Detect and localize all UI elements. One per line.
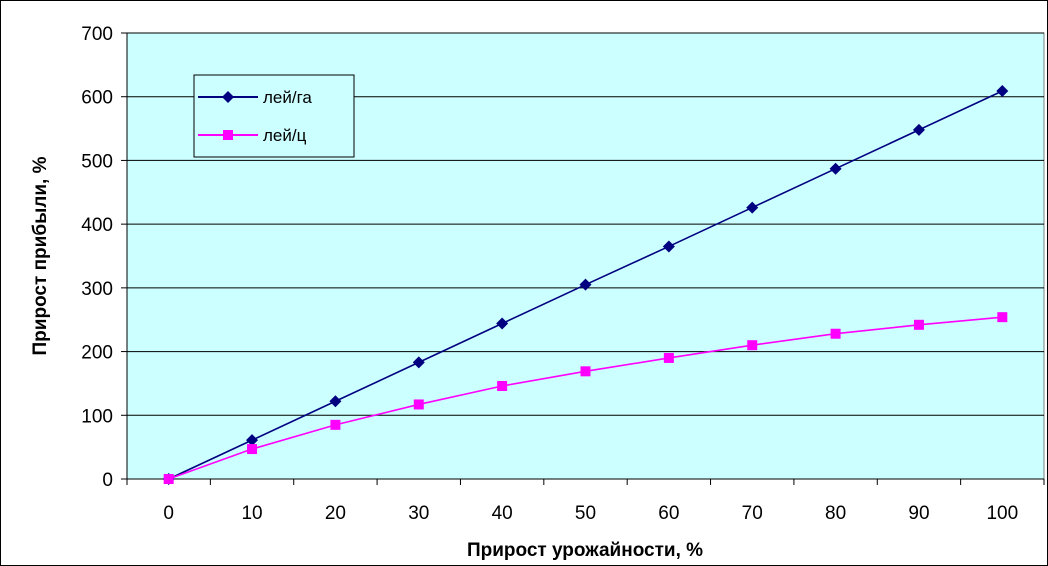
series-1-point-5 bbox=[579, 278, 592, 291]
series-2-point-2 bbox=[330, 419, 341, 430]
x-tick-label-9: 90 bbox=[908, 503, 929, 524]
y-tick-label-1: 100 bbox=[81, 406, 113, 427]
x-tick-label-5: 50 bbox=[575, 503, 596, 524]
legend-label-series-1: лей/га bbox=[263, 88, 312, 107]
series-1-point-3 bbox=[412, 356, 425, 369]
legend-label-series-2: лей/ц bbox=[263, 126, 307, 145]
x-tick-label-2: 20 bbox=[325, 503, 346, 524]
x-tick-label-0: 0 bbox=[163, 503, 174, 524]
series-layer bbox=[162, 84, 1009, 485]
x-tick-label-3: 30 bbox=[408, 503, 429, 524]
x-tick-label-7: 70 bbox=[742, 503, 763, 524]
y-tick-label-5: 500 bbox=[81, 151, 113, 172]
series-2-point-5 bbox=[580, 366, 591, 377]
series-2-point-6 bbox=[663, 352, 674, 363]
x-tick-label-10: 100 bbox=[986, 503, 1018, 524]
y-tick-label-6: 600 bbox=[81, 88, 113, 109]
legend-box bbox=[193, 74, 355, 158]
series-2-point-1 bbox=[247, 444, 258, 455]
x-tick-label-8: 80 bbox=[825, 503, 846, 524]
y-axis-title: Прирост прибыли, % bbox=[30, 156, 51, 355]
series-1-point-1 bbox=[246, 434, 259, 447]
series-1-point-9 bbox=[912, 123, 925, 136]
x-tick-label-1: 10 bbox=[241, 503, 262, 524]
y-tick-label-7: 700 bbox=[81, 24, 113, 45]
series-2-point-8 bbox=[830, 328, 841, 339]
series-2-point-4 bbox=[497, 380, 508, 391]
series-2-point-0 bbox=[163, 474, 174, 484]
series-1-point-10 bbox=[996, 84, 1009, 97]
tick-labels: 0 100 200 300 400 500 600 700 0 10 20 30 40 50 60 70 80 9… bbox=[81, 24, 1018, 524]
x-tick-label-6: 60 bbox=[658, 503, 679, 524]
series-2-point-9 bbox=[913, 319, 924, 330]
x-axis-title: Прирост урожайности, % bbox=[467, 540, 703, 561]
series-1-point-6 bbox=[662, 240, 675, 253]
axes bbox=[121, 32, 1045, 485]
y-tick-label-4: 400 bbox=[81, 215, 113, 236]
series-2-point-7 bbox=[747, 340, 758, 351]
series-2-point-10 bbox=[997, 312, 1008, 323]
legend-marker-series-1 bbox=[222, 91, 234, 103]
y-tick-label-3: 300 bbox=[81, 279, 113, 300]
x-tick-label-4: 40 bbox=[492, 503, 513, 524]
series-2-point-3 bbox=[413, 399, 424, 410]
series-1-point-7 bbox=[746, 201, 759, 214]
legend: лей/га лей/ц bbox=[193, 74, 355, 158]
series-1-point-2 bbox=[329, 395, 342, 408]
legend-marker-series-2 bbox=[223, 130, 233, 140]
series-1-point-4 bbox=[496, 317, 509, 330]
y-tick-label-0: 0 bbox=[102, 470, 113, 491]
series-1-point-8 bbox=[829, 162, 842, 175]
y-tick-label-2: 200 bbox=[81, 343, 113, 364]
